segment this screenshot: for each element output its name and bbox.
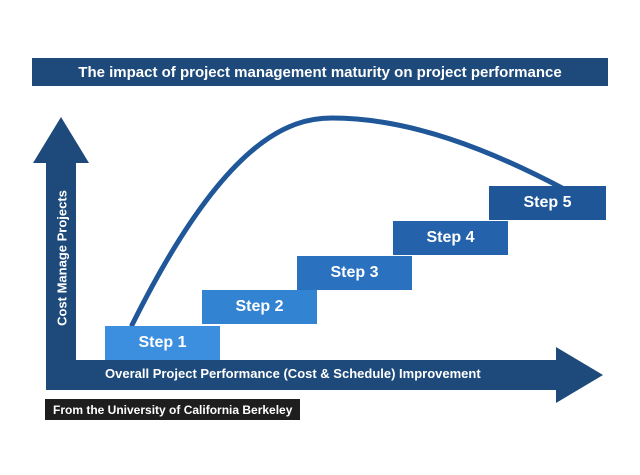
step-2: Step 2 [202,290,317,324]
step-1: Step 1 [105,326,220,360]
step-5: Step 5 [489,186,606,220]
step-4: Step 4 [393,221,508,255]
right-arrow-icon [46,347,603,403]
diagram-title: The impact of project management maturit… [32,58,608,86]
y-axis-label: Cost Manage Projects [54,190,70,326]
performance-curve [129,115,565,328]
up-arrow-icon [33,117,89,390]
x-axis-label: Overall Project Performance (Cost & Sche… [105,366,481,381]
step-3: Step 3 [297,256,412,290]
source-caption: From the University of California Berkel… [45,399,301,420]
